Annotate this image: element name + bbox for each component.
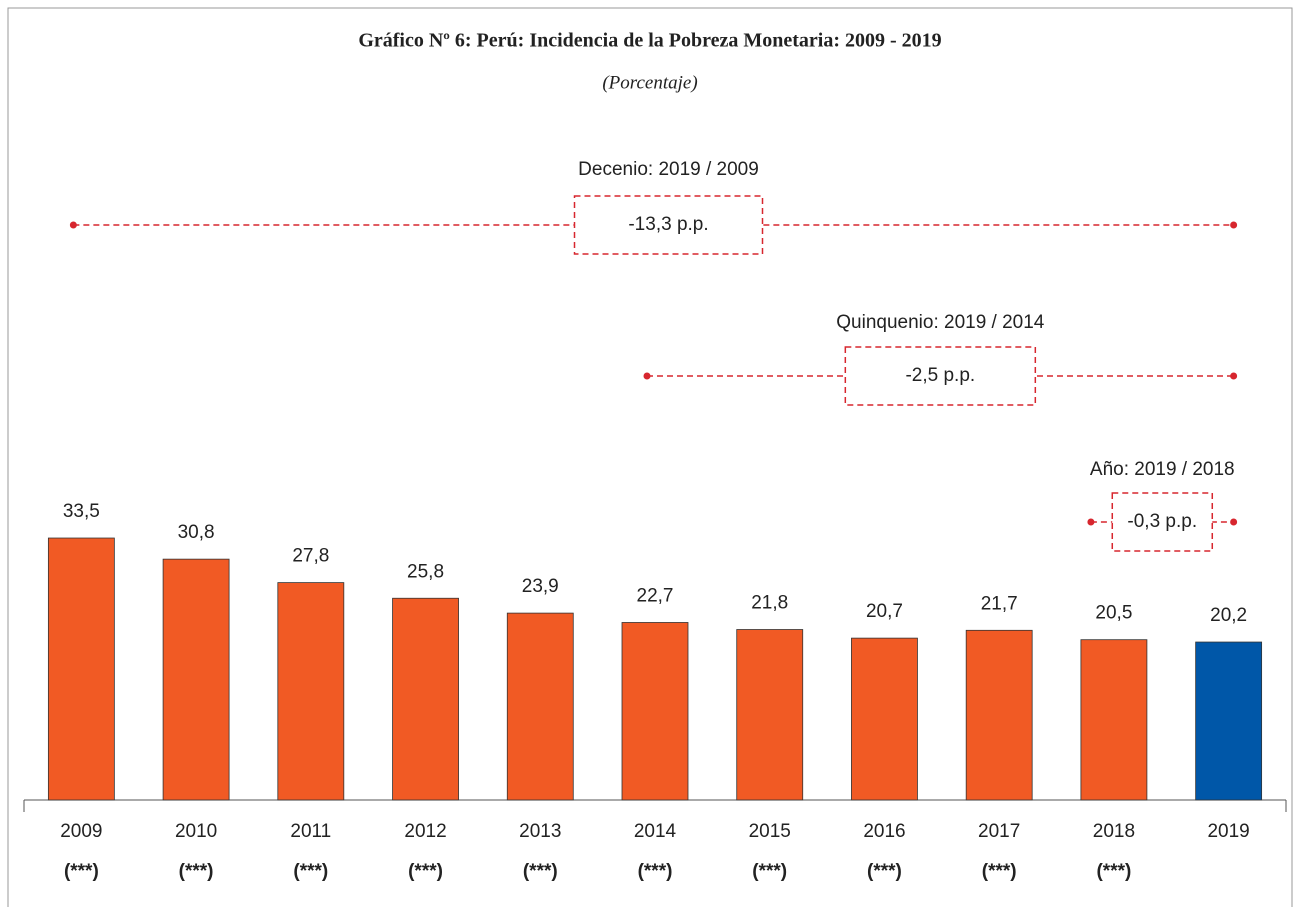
bar: [621, 622, 689, 801]
comparison-box: [844, 346, 1037, 406]
value-label: 27,8: [292, 546, 329, 567]
x-tick-label: 2013: [519, 821, 561, 842]
x-tick-label: 2019: [1207, 821, 1249, 842]
x-note: (***): [64, 861, 99, 882]
x-tick-label: 2017: [978, 821, 1020, 842]
value-label: 21,8: [751, 593, 788, 614]
value-label: 22,7: [637, 586, 674, 607]
bar: [277, 582, 345, 801]
x-tick-label: 2009: [60, 821, 102, 842]
chart-title: Gráfico Nº 6: Perú: Incidencia de la Pob…: [358, 30, 941, 52]
bar: [47, 537, 115, 801]
x-tick-label: 2012: [404, 821, 446, 842]
x-tick-label: 2010: [175, 821, 217, 842]
comparison-dot: [643, 372, 651, 380]
value-label: 20,7: [866, 601, 903, 622]
comparison-dot: [1230, 221, 1238, 229]
x-note: (***): [752, 861, 787, 882]
comparison-title: Año: 2019 / 2018: [1090, 459, 1235, 480]
value-label: 20,2: [1210, 605, 1247, 626]
bar: [162, 558, 230, 801]
value-label: 23,9: [522, 576, 559, 597]
x-note: (***): [408, 861, 443, 882]
bar: [851, 637, 918, 801]
chart-subtitle: (Porcentaje): [602, 72, 697, 93]
bar: [1195, 641, 1263, 801]
bar: [965, 629, 1033, 801]
value-label: 20,5: [1095, 603, 1132, 624]
value-label: 30,8: [178, 522, 215, 543]
x-note: (***): [179, 861, 214, 882]
x-tick-label: 2015: [749, 821, 791, 842]
x-tick-label: 2018: [1093, 821, 1135, 842]
comparison-dot: [69, 221, 77, 229]
comparison-value: -2,5 p.p.: [905, 365, 975, 386]
bar: [1080, 639, 1148, 801]
comparison-title: Quinquenio: 2019 / 2014: [836, 312, 1045, 333]
comparison-value: -13,3 p.p.: [628, 214, 708, 235]
bar: [736, 629, 804, 801]
comparison-dot: [1087, 518, 1095, 526]
value-label: 25,8: [407, 561, 444, 582]
x-note: (***): [523, 861, 558, 882]
x-note: (***): [982, 861, 1017, 882]
frame: [7, 7, 1293, 907]
comparison-box: [1111, 492, 1214, 552]
comparison-title: Decenio: 2019 / 2009: [578, 159, 759, 180]
x-tick-label: 2011: [290, 821, 331, 842]
comparison-dot: [1230, 372, 1238, 380]
bar: [392, 597, 459, 801]
bar: [506, 612, 574, 801]
x-tick-label: 2014: [634, 821, 677, 842]
comparison-value: -0,3 p.p.: [1127, 511, 1197, 532]
x-tick-label: 2016: [863, 821, 905, 842]
value-label: 21,7: [981, 593, 1018, 614]
x-note: (***): [638, 861, 673, 882]
x-note: (***): [293, 861, 328, 882]
value-label: 33,5: [63, 501, 100, 522]
comparison-box: [573, 195, 764, 255]
x-note: (***): [867, 861, 902, 882]
x-note: (***): [1096, 861, 1131, 882]
comparison-dot: [1230, 518, 1238, 526]
